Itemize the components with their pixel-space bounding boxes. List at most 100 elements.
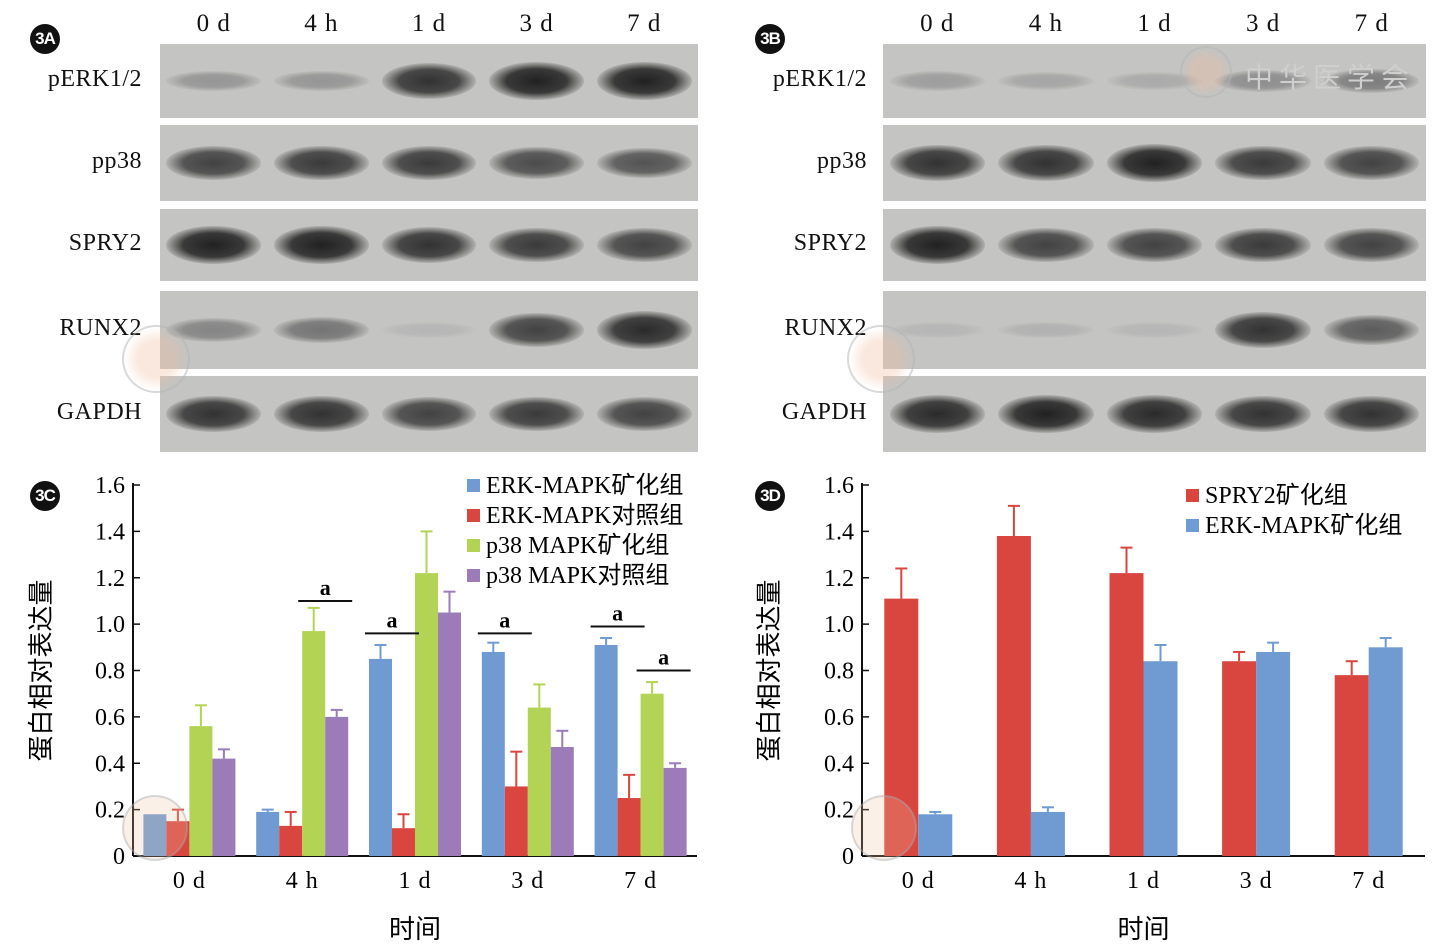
blot-band	[1106, 72, 1203, 90]
blot-row-label: SPRY2	[68, 230, 142, 256]
blot-band	[596, 61, 692, 101]
bar	[663, 767, 687, 856]
blot-strip	[883, 291, 1426, 369]
x-tick-label: 4 h	[286, 868, 319, 894]
blot-row-label: pp38	[92, 148, 142, 174]
x-tick-label: 0 d	[902, 868, 935, 894]
blot-band	[1106, 395, 1203, 433]
x-tick-label: 7 d	[624, 868, 657, 894]
y-tick-label: 1.6	[824, 473, 854, 499]
blot-band	[1323, 146, 1420, 180]
blot-band	[998, 72, 1094, 90]
western-blot-panel-b: 0 d 4 h 1 d 3 d 7 d pERK1/2 pp38 SPRY2 RUNX2 GAPD…	[725, 0, 1445, 460]
y-tick-label: 0	[113, 844, 125, 870]
blot-strip	[883, 209, 1426, 281]
blot-band	[889, 395, 986, 433]
bar	[1030, 811, 1065, 856]
blot-band	[596, 397, 692, 431]
y-tick-label: 1.0	[95, 612, 125, 638]
y-tick-label: 1.2	[95, 566, 125, 592]
watermark-stamp-icon	[851, 795, 917, 861]
blot-band	[1323, 68, 1420, 94]
y-tick-label: 0.6	[95, 705, 125, 731]
blot-band	[1323, 395, 1420, 433]
blot-band	[489, 146, 584, 180]
y-tick-label: 0.4	[824, 751, 854, 777]
y-axis-title: 蛋白相对表达量	[27, 579, 56, 761]
blot-strip	[160, 291, 698, 369]
lane-label: 1 d	[411, 10, 447, 37]
bar	[527, 707, 551, 856]
blot-band	[166, 70, 262, 92]
blot-strip	[160, 209, 698, 281]
panel-label-b: 3B	[755, 24, 785, 54]
blot-band	[489, 61, 584, 101]
watermark-stamp-icon	[1180, 46, 1232, 98]
legend-label: p38 MAPK对照组	[486, 562, 669, 589]
blot-band	[489, 313, 584, 347]
bar	[617, 798, 641, 856]
panel-label-c: 3C	[30, 481, 60, 511]
blot-band	[274, 225, 369, 265]
y-tick-label: 1.4	[824, 519, 854, 545]
lane-label: 4 h	[304, 10, 339, 37]
lane-label: 4 h	[1028, 10, 1064, 37]
bar	[481, 651, 505, 856]
blot-band	[998, 144, 1094, 182]
blot-band	[1215, 70, 1311, 92]
blot-band	[998, 394, 1094, 434]
blot-band	[274, 395, 369, 433]
blot-band	[381, 397, 477, 431]
blot-band	[1215, 395, 1311, 433]
watermark-stamp-icon	[847, 325, 915, 393]
blot-band	[1106, 322, 1203, 338]
legend-label: p38 MAPK矿化组	[486, 532, 669, 559]
blot-band	[1106, 228, 1203, 262]
blot-band	[998, 228, 1094, 262]
bar-chart-d: 0 0.2 0.4 0.6 0.8 1.0 1.2 1.4 1.6 0 d 4 h 1 d 3 d 7 d…	[755, 473, 1425, 944]
y-tick-label: 0.8	[824, 659, 854, 685]
blot-band	[274, 317, 369, 343]
blot-band	[166, 318, 262, 342]
blot-band	[889, 71, 986, 91]
y-tick-label: 0.8	[95, 659, 125, 685]
blot-band	[1323, 315, 1420, 345]
bar	[325, 716, 349, 856]
bar	[369, 658, 392, 856]
significance-label: a	[320, 575, 331, 600]
blot-band	[381, 226, 477, 264]
blot-row-label: GAPDH	[56, 399, 142, 425]
watermark-stamp-icon	[122, 795, 188, 861]
blot-row-label: SPRY2	[793, 230, 867, 256]
y-tick-label: 1.6	[95, 473, 125, 499]
blot-band	[596, 311, 692, 349]
x-tick-label: 3 d	[1240, 868, 1273, 894]
bar	[256, 811, 280, 856]
blot-band	[1323, 228, 1420, 262]
blot-row-label: pERK1/2	[772, 66, 867, 92]
blot-band	[274, 145, 369, 181]
blot-band	[889, 225, 986, 265]
bar	[550, 747, 574, 856]
blot-band	[166, 146, 262, 180]
watermark-text: 中华医学会	[1245, 61, 1416, 94]
blot-strip	[883, 44, 1426, 118]
panel-label-a: 3A	[30, 24, 60, 54]
blot-band	[596, 228, 692, 262]
blot-strip	[160, 44, 698, 118]
blot-strip	[160, 125, 698, 201]
bar	[438, 612, 461, 856]
significance-label: a	[387, 607, 398, 632]
y-tick-label: 1.2	[824, 566, 854, 592]
blot-band	[889, 322, 986, 338]
lane-label: 1 d	[1137, 10, 1172, 37]
bar	[884, 598, 919, 856]
bar	[504, 786, 528, 856]
y-axis-title: 蛋白相对表达量	[755, 579, 784, 761]
blot-band	[166, 225, 262, 265]
western-blot-panel-a: 0 d 4 h 1 d 3 d 7 d pERK1/2 pp38 SPRY2 RUNX2 GAPD…	[0, 0, 720, 460]
lane-label: 3 d	[1245, 10, 1281, 37]
blot-band	[489, 227, 584, 263]
blot-row-label: pERK1/2	[47, 66, 142, 92]
bar	[392, 828, 415, 856]
